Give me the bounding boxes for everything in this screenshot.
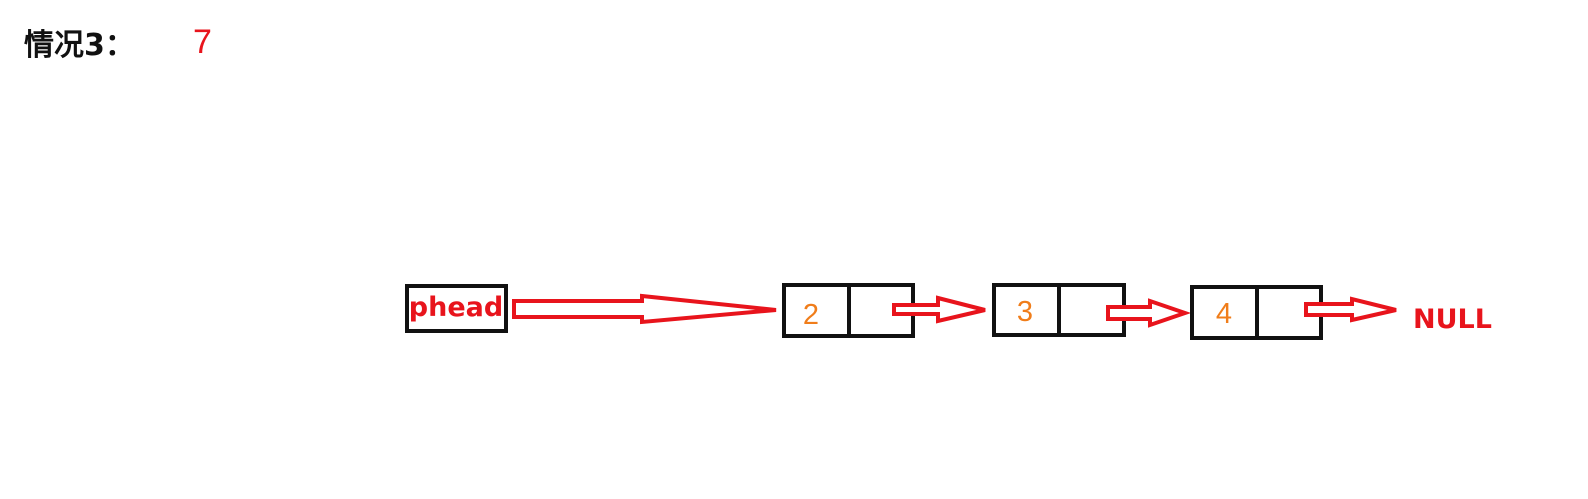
list-node-2: 3	[992, 283, 1126, 337]
list-node-1: 2	[782, 283, 915, 338]
node-2-to-node-3-arrow	[1106, 298, 1192, 328]
head-pointer-label: phead	[409, 292, 503, 323]
case-value: 7	[193, 23, 212, 61]
node-1-to-node-2-arrow	[892, 295, 986, 324]
list-node-2-value: 3	[1017, 296, 1033, 328]
list-node-1-value: 2	[803, 299, 819, 331]
null-terminal: NULL	[1413, 304, 1492, 335]
head-to-node-1-arrow	[512, 293, 777, 325]
list-node-3-value: 4	[1216, 298, 1232, 330]
list-node-3: 4	[1190, 285, 1323, 340]
head-pointer: phead	[405, 284, 508, 333]
node-3-to-null-arrow	[1304, 296, 1397, 323]
head-pointer-box	[405, 284, 508, 333]
case-title: 情况3：	[24, 28, 135, 63]
